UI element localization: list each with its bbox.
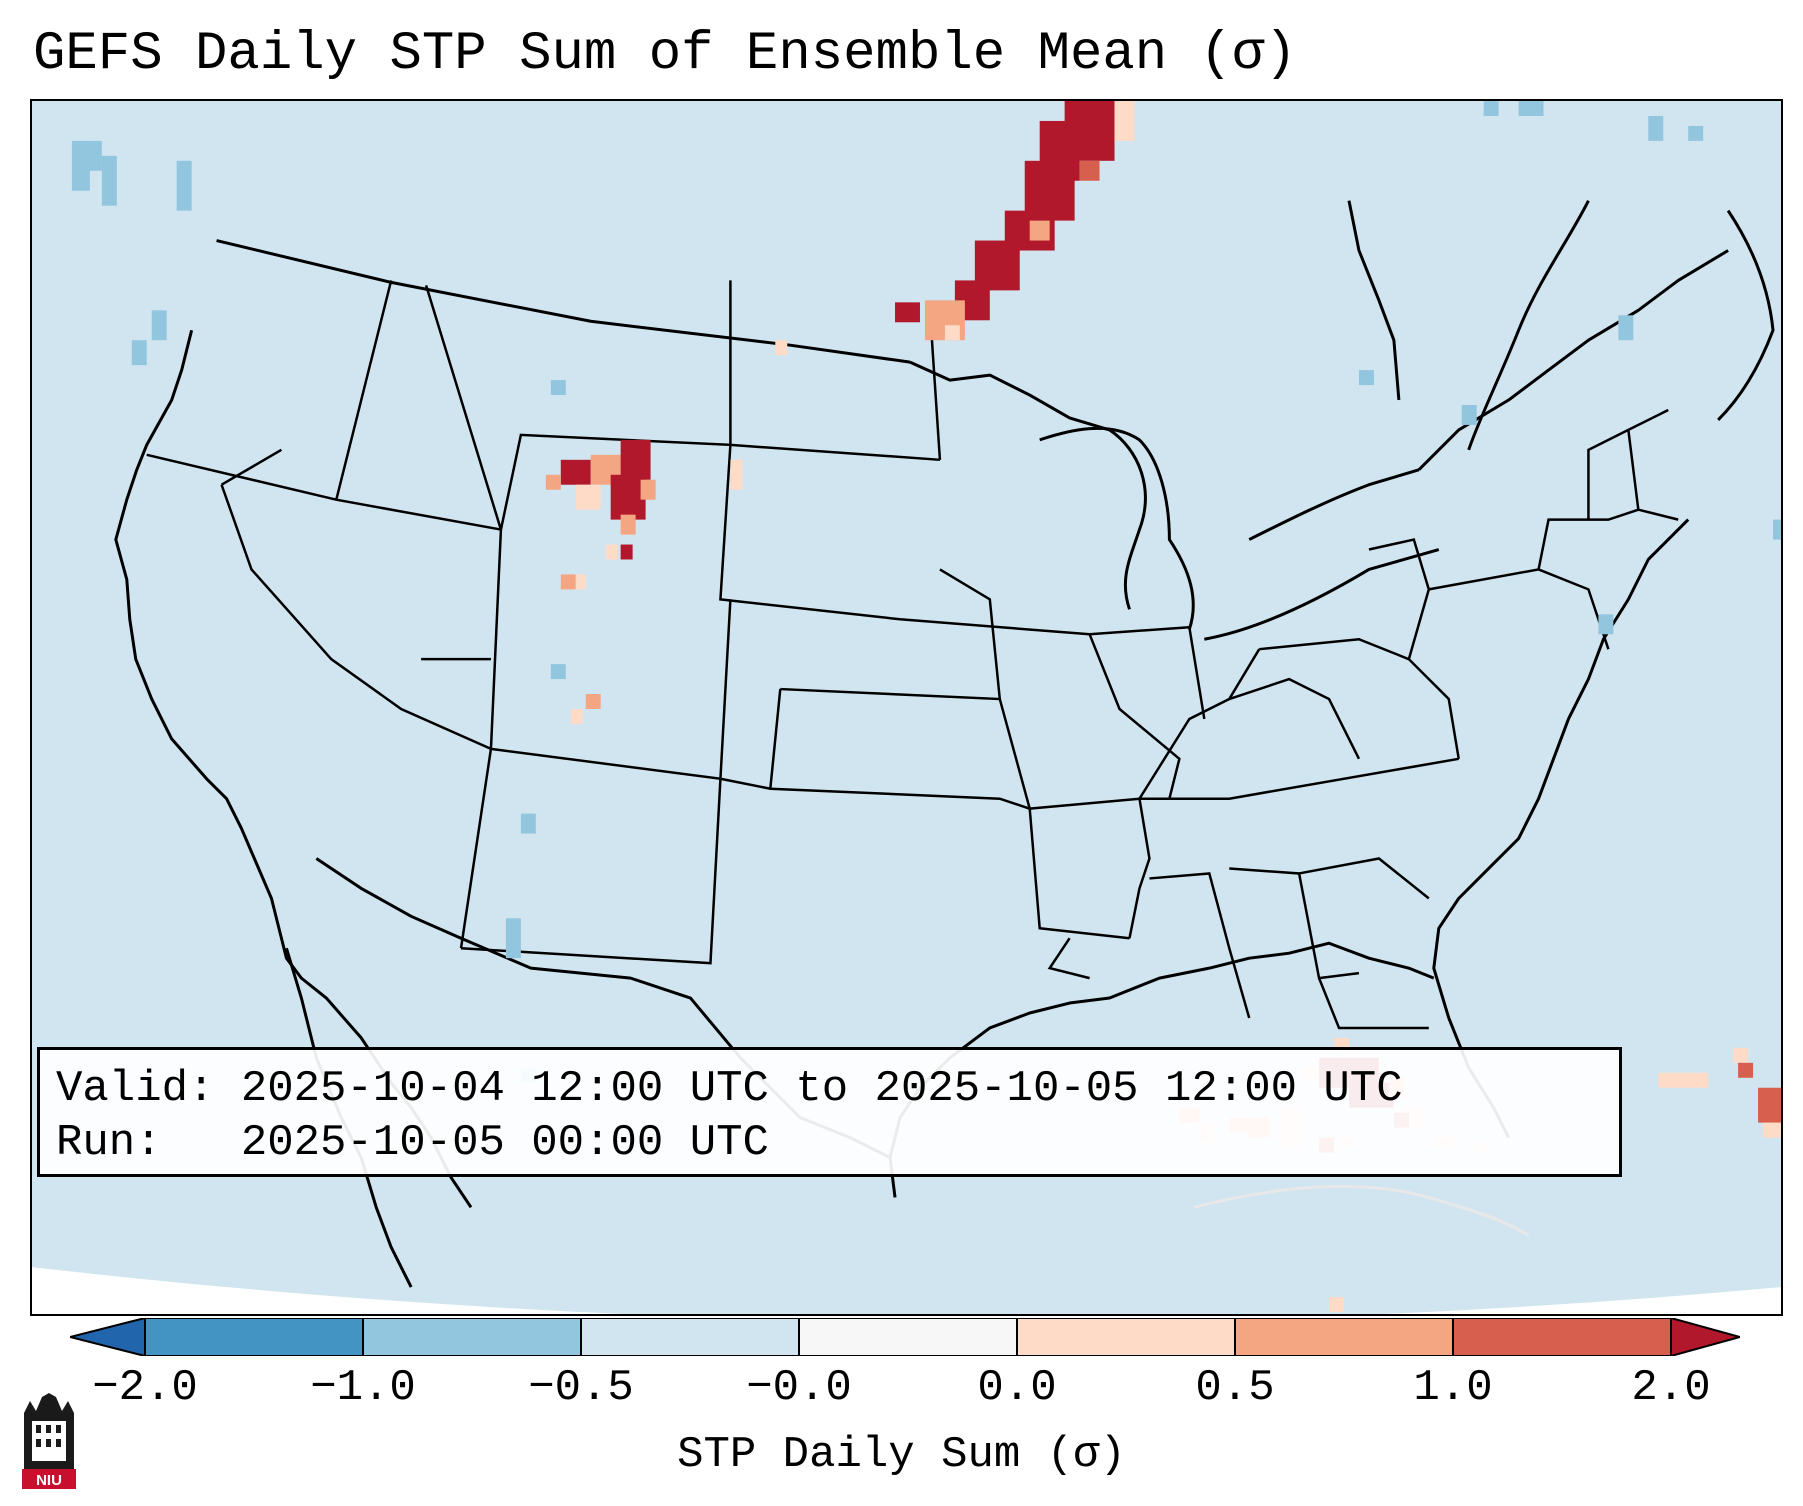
colorbar-seg-1 bbox=[145, 1318, 363, 1356]
tick-label: 2.0 bbox=[1631, 1363, 1711, 1413]
colorbar-seg-4 bbox=[799, 1318, 1017, 1356]
colorbar-seg-6 bbox=[1235, 1318, 1453, 1356]
tick-label: 0.0 bbox=[977, 1363, 1057, 1413]
colorbar-seg-7 bbox=[1453, 1318, 1671, 1356]
tick-label: 0.5 bbox=[1195, 1363, 1275, 1413]
colorbar-seg-0 bbox=[70, 1318, 145, 1356]
coastlines-and-borders bbox=[114, 200, 1775, 1288]
projection-area bbox=[32, 101, 1781, 1314]
colorbar-seg-3 bbox=[581, 1318, 799, 1356]
colorbar-label: STP Daily Sum (σ) bbox=[677, 1430, 1126, 1480]
colorbar-seg-5 bbox=[1017, 1318, 1235, 1356]
valid-time-line: Valid: 2025-10-04 12:00 UTC to 2025-10-0… bbox=[56, 1064, 1403, 1114]
tick-label: −2.0 bbox=[92, 1363, 198, 1413]
niu-tower-logo-icon: NIU bbox=[22, 1393, 76, 1489]
cuba-faint-outline bbox=[1193, 1185, 1530, 1237]
map-title: GEFS Daily STP Sum of Ensemble Mean (σ) bbox=[33, 24, 1297, 85]
colorbar-seg-2 bbox=[363, 1318, 581, 1356]
tick-label: 1.0 bbox=[1413, 1363, 1493, 1413]
logo-text: NIU bbox=[36, 1472, 62, 1489]
colorbar-ticks bbox=[144, 1318, 1672, 1356]
tick-label: −0.5 bbox=[528, 1363, 634, 1413]
colorbar bbox=[70, 1318, 1740, 1356]
tick-label: −1.0 bbox=[310, 1363, 416, 1413]
run-time-line: Run: 2025-10-05 00:00 UTC bbox=[56, 1118, 769, 1168]
valid-time-box: Valid: 2025-10-04 12:00 UTC to 2025-10-0… bbox=[37, 1047, 1622, 1177]
tick-label: −0.0 bbox=[746, 1363, 852, 1413]
colorbar-seg-8 bbox=[1671, 1318, 1740, 1356]
colorbar-tick-labels: −2.0 −1.0 −0.5 −0.0 0.0 0.5 1.0 2.0 bbox=[0, 1362, 1803, 1422]
